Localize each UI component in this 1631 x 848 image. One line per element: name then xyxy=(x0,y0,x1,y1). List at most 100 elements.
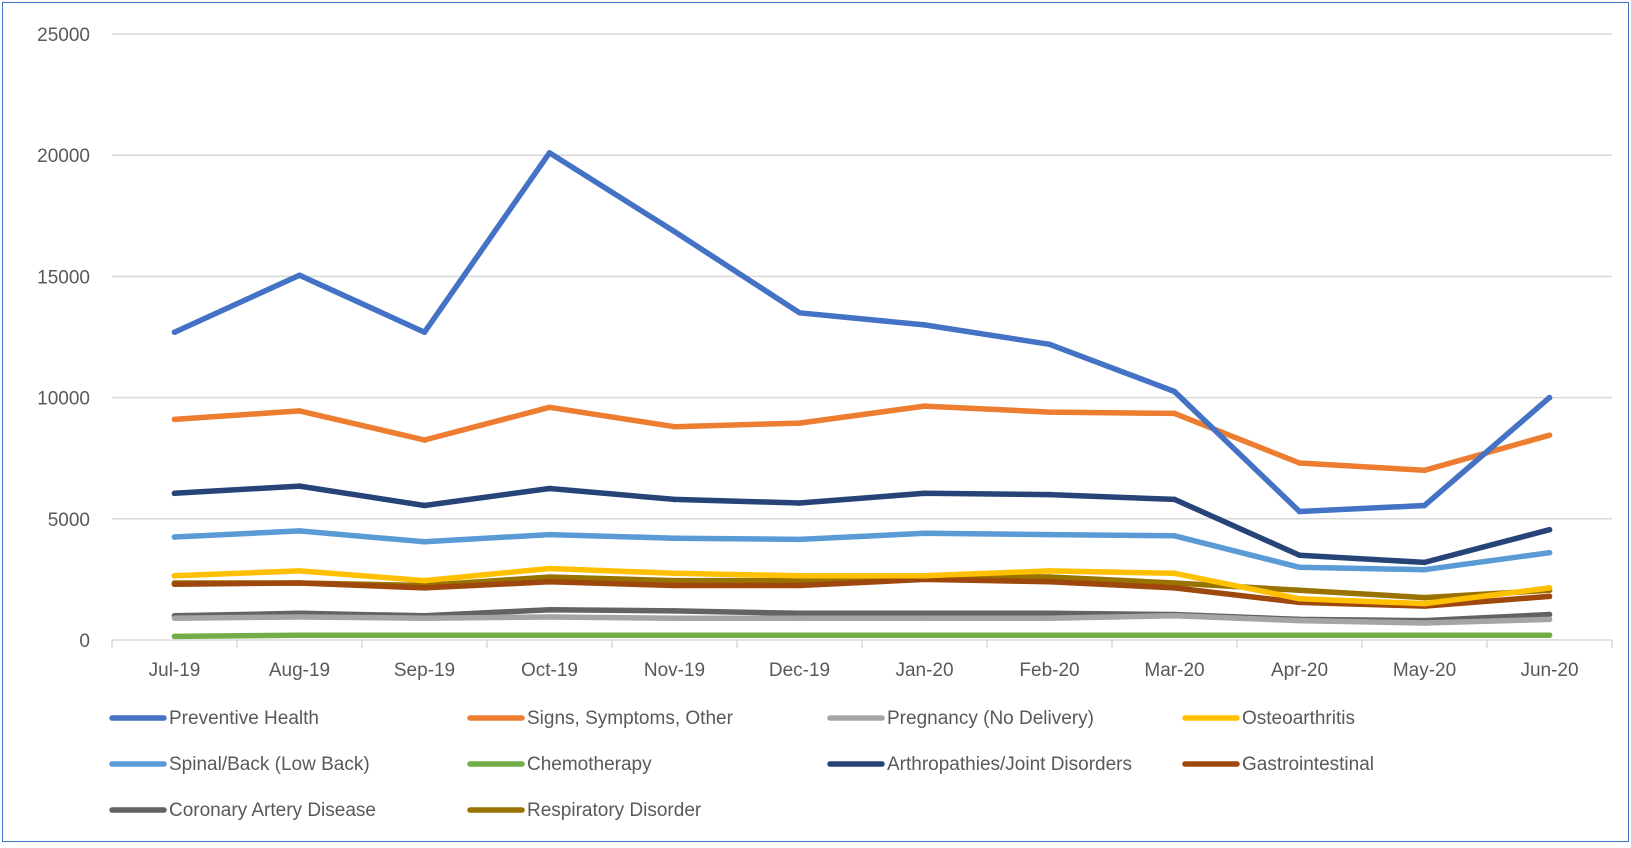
data-point xyxy=(1296,632,1303,638)
data-point xyxy=(1046,409,1053,415)
y-tick-label: 0 xyxy=(79,631,90,652)
legend-label: Respiratory Disorder xyxy=(527,800,702,821)
data-point xyxy=(421,329,428,335)
legend-item: Osteoarthritis xyxy=(1182,708,1355,729)
data-point xyxy=(796,500,803,506)
x-tick-label: Jan-20 xyxy=(895,660,953,681)
y-tick-label: 25000 xyxy=(37,25,90,46)
data-point xyxy=(1046,632,1053,638)
data-point xyxy=(671,577,678,584)
x-tick-label: Dec-19 xyxy=(769,660,830,681)
data-point xyxy=(171,490,178,497)
data-point xyxy=(796,577,803,584)
legend-label: Pregnancy (No Delivery) xyxy=(887,708,1094,729)
data-point xyxy=(671,228,678,235)
data-point xyxy=(1171,570,1178,577)
data-point xyxy=(796,582,803,589)
data-point xyxy=(296,272,303,278)
data-point xyxy=(546,632,553,638)
x-axis-ticks: Jul-19 Aug-19 Sep-19 Oct-19 Nov-19 Dec-19 Jan-… xyxy=(111,640,1613,681)
legend-item: Coronary Artery Disease xyxy=(109,800,376,821)
data-point xyxy=(1421,632,1428,638)
series-spinal-back-low-back xyxy=(171,528,1553,573)
data-point xyxy=(921,403,928,409)
data-point xyxy=(1546,432,1553,438)
data-point xyxy=(421,437,428,443)
y-tick-label: 10000 xyxy=(37,389,90,410)
data-point xyxy=(546,149,553,156)
data-point xyxy=(1171,632,1178,638)
data-point xyxy=(796,536,803,543)
data-point xyxy=(1546,593,1553,600)
data-point xyxy=(1171,388,1178,395)
legend-item: Spinal/Back (Low Back) xyxy=(109,754,370,775)
data-point xyxy=(671,608,678,614)
data-point xyxy=(1046,491,1053,498)
x-tick-label: Jun-20 xyxy=(1520,660,1578,681)
data-point xyxy=(421,539,428,545)
data-point xyxy=(546,531,553,538)
series-line xyxy=(171,528,1553,573)
x-tick-label: Mar-20 xyxy=(1144,660,1204,681)
data-point xyxy=(1421,502,1428,509)
data-point xyxy=(921,530,928,537)
y-tick-label: 15000 xyxy=(37,267,90,288)
data-point xyxy=(296,614,303,620)
data-point xyxy=(1046,568,1053,574)
data-point xyxy=(796,572,803,579)
data-point xyxy=(171,633,178,640)
data-point xyxy=(921,632,928,638)
x-tick-label: Apr-20 xyxy=(1271,660,1328,681)
x-tick-label: Nov-19 xyxy=(644,660,705,681)
data-point xyxy=(1296,595,1303,602)
data-point xyxy=(671,632,678,638)
legend-label: Osteoarthritis xyxy=(1242,708,1355,729)
series-arthropathies-joint-disorders xyxy=(171,483,1553,566)
data-point xyxy=(1546,394,1553,401)
x-tick-label: Jul-19 xyxy=(149,660,201,681)
data-point xyxy=(546,565,553,572)
legend-item: Arthropathies/Joint Disorders xyxy=(827,754,1132,775)
legend-label: Coronary Artery Disease xyxy=(169,800,376,821)
y-tick-label: 5000 xyxy=(48,510,90,531)
data-point xyxy=(1171,580,1178,586)
data-point xyxy=(1546,611,1553,618)
legend-item: Pregnancy (No Delivery) xyxy=(827,708,1094,729)
data-point xyxy=(1171,612,1178,619)
data-point xyxy=(1296,552,1303,558)
data-point xyxy=(921,572,928,579)
data-point xyxy=(296,408,303,414)
data-point xyxy=(1546,549,1553,556)
series-line xyxy=(171,613,1553,626)
series-lines xyxy=(171,149,1553,640)
data-point xyxy=(1546,526,1553,533)
data-point xyxy=(1421,566,1428,573)
data-point xyxy=(296,568,303,574)
series-line xyxy=(171,576,1553,609)
data-point xyxy=(796,615,803,621)
data-point xyxy=(671,423,678,430)
data-point xyxy=(421,577,428,584)
series-preventive-health xyxy=(171,149,1553,515)
data-point xyxy=(421,502,428,509)
legend-label: Arthropathies/Joint Disorders xyxy=(887,754,1132,775)
series-line xyxy=(171,565,1553,607)
x-tick-label: May-20 xyxy=(1393,660,1456,681)
data-point xyxy=(1171,532,1178,539)
data-point xyxy=(1046,610,1053,617)
data-point xyxy=(1296,508,1303,515)
data-point xyxy=(921,322,928,328)
data-point xyxy=(1546,616,1553,623)
data-point xyxy=(546,485,553,492)
legend-label: Spinal/Back (Low Back) xyxy=(169,754,370,775)
y-tick-label: 20000 xyxy=(37,146,90,167)
series-signs-symptoms-other xyxy=(171,403,1553,474)
data-point xyxy=(671,496,678,503)
series-pregnancy-no-delivery xyxy=(171,612,1553,626)
data-point xyxy=(546,579,553,585)
data-point xyxy=(796,610,803,617)
data-point xyxy=(296,528,303,534)
data-point xyxy=(171,416,178,423)
data-point xyxy=(1296,564,1303,571)
y-axis-ticks: 0 5000 10000 15000 20000 25000 xyxy=(37,25,90,652)
